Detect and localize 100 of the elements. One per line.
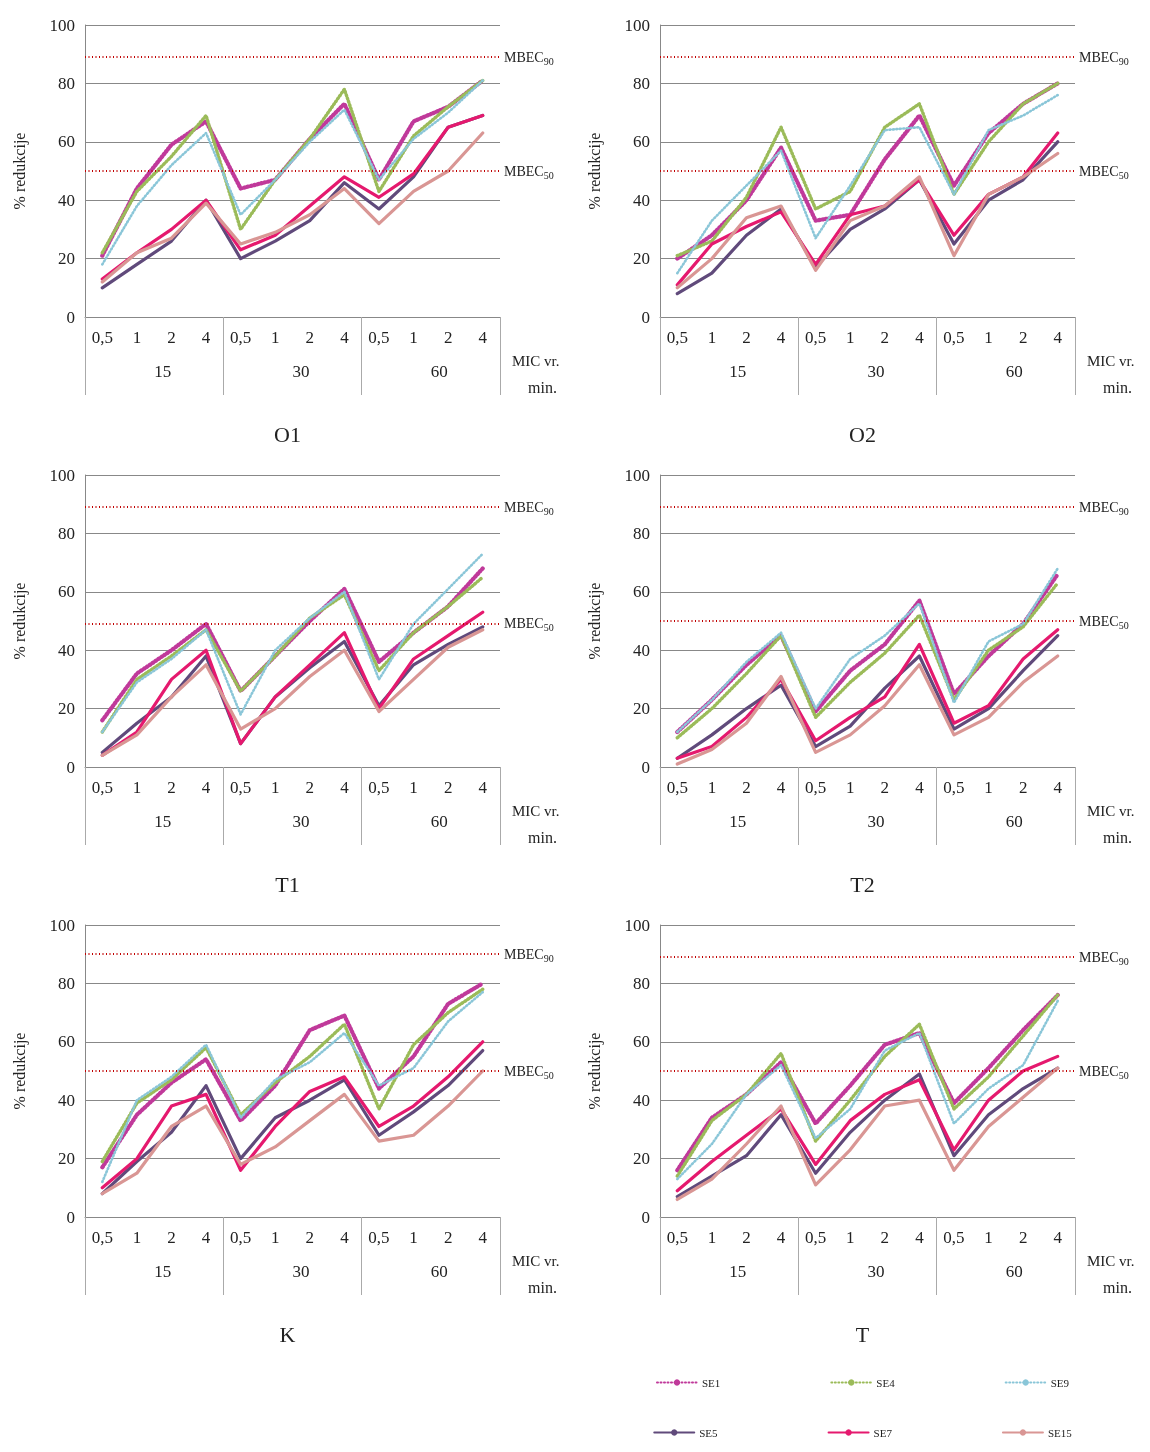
y-tick-label: 0 [66,1207,75,1227]
x-tick-label: 4 [915,1228,925,1247]
x-tick-label: 0,5 [805,328,827,347]
x-tick-label: 4 [776,328,786,347]
text: 30 [867,362,885,381]
text: 30 [292,362,310,381]
x-tick-label: 2 [742,328,751,347]
x-axis-title: MIC vr. [1087,352,1135,369]
y-tick-label: 20 [633,249,650,269]
y-axis-title: % redukcije [10,132,29,210]
text: 15 [154,812,172,831]
x-tick-label: 1 [845,778,855,797]
x-tick-label: 2 [305,328,315,347]
x-tick-label: 1 [845,1228,855,1247]
x-tick-label: 0,5 [666,328,688,347]
text: 15 [154,1262,172,1281]
y-tick-label: 100 [624,915,650,935]
x-tick-label: 0,5 [91,328,113,347]
text: 15 [154,362,172,381]
y-tick-label: 80 [58,73,75,93]
x-tick-label: 0,5 [91,1228,113,1247]
text: min. [528,828,557,846]
y-axis-title: % redukcije [10,1032,29,1110]
x-tick-label: 1 [270,778,280,797]
x-tick-label: 1 [984,1228,993,1247]
text: min. [528,378,557,396]
text: 15 [729,362,747,381]
x-tick-label: 2 [1018,328,1028,347]
x-tick-label: 0,5 [666,778,688,797]
x-axis-title: MIC vr. [512,1252,560,1269]
x-tick-label: 2 [880,328,890,347]
text: 60 [430,812,448,831]
x-tick-label: 4 [201,328,211,347]
x-tick-label: 1 [270,1228,280,1247]
x-tick-label: 0,5 [943,778,965,797]
y-tick-label: 100 [624,465,650,485]
text: K [279,1321,296,1347]
x-tick-label: 4 [776,1228,786,1247]
y-tick-label: 0 [641,307,650,327]
text: T2 [850,871,875,897]
legend-label: SE9 [1050,1376,1070,1389]
text: 30 [867,812,885,831]
y-tick-label: 20 [633,1149,650,1169]
y-axis-title: % redukcije [10,582,29,660]
y-tick-label: 20 [58,699,75,719]
x-tick-label: 1 [132,328,142,347]
x-tick-label: 4 [478,778,488,797]
y-axis-title: % redukcije [585,582,604,660]
y-tick-label: 40 [633,1090,650,1110]
x-tick-label: 2 [880,778,890,797]
y-tick-label: 0 [641,1207,650,1227]
y-tick-label: 100 [49,465,75,485]
x-tick-label: 0,5 [368,778,390,797]
x-tick-label: 2 [1018,1228,1028,1247]
y-tick-label: 100 [49,15,75,35]
x-tick-label: 2 [443,778,453,797]
x-axis-title: MIC vr. [1087,802,1135,819]
line-series [675,654,1060,766]
y-axis-title: % redukcije [585,132,604,210]
x-tick-label: 1 [132,778,142,797]
x-tick-label: 1 [845,328,855,347]
x-tick-label: 1 [707,1228,717,1247]
x-tick-label: 0,5 [230,1228,252,1247]
x-tick-label: 4 [776,778,786,797]
text: 15 [729,1262,747,1281]
x-tick-label: 4 [915,778,925,797]
text: 30 [867,1262,885,1281]
y-tick-label: 40 [633,640,650,660]
y-tick-label: 20 [58,249,75,269]
x-tick-label: 0,5 [230,778,252,797]
legend-label: SE5 [699,1426,719,1439]
legend-label: SE1 [701,1376,721,1389]
x-tick-label: 4 [1053,1228,1063,1247]
text: T [855,1321,870,1347]
x-tick-label: 1 [707,778,717,797]
x-tick-label: 2 [742,778,751,797]
y-tick-label: 40 [633,190,650,210]
x-tick-label: 2 [305,1228,315,1247]
text: min. [528,1278,557,1296]
x-tick-label: 1 [270,328,280,347]
y-tick-label: 0 [66,757,75,777]
x-tick-label: 4 [340,328,350,347]
y-tick-label: 0 [66,307,75,327]
x-tick-label: 2 [167,328,176,347]
legend-label: SE15 [1047,1426,1073,1439]
x-tick-label: 4 [340,1228,350,1247]
y-tick-label: 80 [633,73,650,93]
x-tick-label: 0,5 [368,1228,390,1247]
text: 15 [729,812,747,831]
x-tick-label: 0,5 [666,1228,688,1247]
x-tick-label: 1 [409,778,418,797]
y-tick-label: 80 [58,523,75,543]
text: 30 [292,1262,310,1281]
y-tick-label: 60 [633,582,650,602]
y-tick-label: 80 [58,973,75,993]
x-tick-label: 1 [409,328,418,347]
y-axis-title: % redukcije [585,1032,604,1110]
y-tick-label: 100 [624,15,650,35]
y-tick-label: 100 [49,915,75,935]
x-tick-label: 2 [167,778,176,797]
